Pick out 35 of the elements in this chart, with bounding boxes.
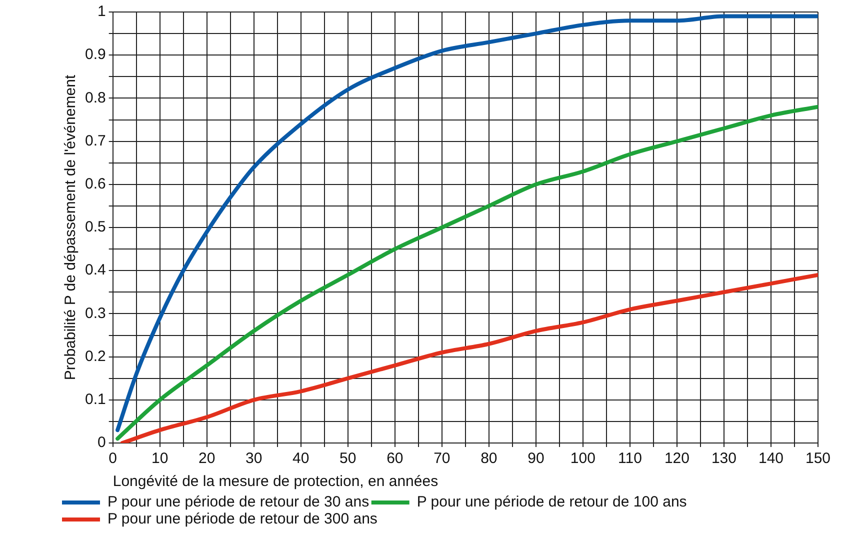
x-tick-label: 80 [480, 450, 498, 468]
x-tick-label: 0 [108, 450, 118, 468]
x-tick-label: 20 [198, 450, 216, 468]
x-tick-label: 100 [570, 450, 596, 468]
x-tick-label: 130 [711, 450, 736, 468]
x-axis-title: Longévité de la mesure de protection, en années [112, 473, 438, 490]
y-tick-label: 0 [98, 434, 106, 452]
line-series [120, 272, 818, 443]
line-series [116, 14, 818, 432]
x-tick-label: 90 [528, 450, 544, 468]
x-tick-label: 140 [758, 450, 784, 468]
legend-label: P pour une période de retour de 100 ans [416, 494, 687, 511]
y-tick-label: 0.6 [84, 176, 106, 193]
x-tick-label: 30 [246, 450, 262, 468]
y-tick-label: 0.3 [84, 304, 106, 322]
y-axis-title: Probabilité P de dépassement de l'événement [62, 74, 80, 380]
x-tick-label: 110 [618, 450, 642, 468]
legend-label: P pour une période de retour de 30 ans [108, 494, 370, 511]
y-tick-label: 1 [98, 3, 106, 20]
x-tick-label: 70 [434, 450, 450, 468]
x-tick-label: 40 [292, 450, 310, 468]
y-tick-label: 0.8 [84, 89, 106, 106]
x-tick-label: 60 [386, 450, 404, 468]
x-tick-label: 10 [152, 450, 168, 468]
legend-label: P pour une période de retour de 300 ans [108, 510, 378, 528]
y-tick-label: 0.2 [84, 348, 106, 365]
y-tick-label: 0.1 [84, 391, 106, 408]
y-tick-label: 0.9 [84, 46, 106, 64]
y-tick-label: 0.7 [84, 132, 106, 150]
y-tick-label: 0.4 [84, 262, 106, 279]
line-series [116, 104, 818, 441]
x-tick-label: 50 [340, 450, 356, 468]
x-tick-label: 150 [805, 450, 831, 468]
x-tick-label: 120 [664, 450, 690, 468]
y-tick-label: 0.5 [84, 218, 106, 236]
